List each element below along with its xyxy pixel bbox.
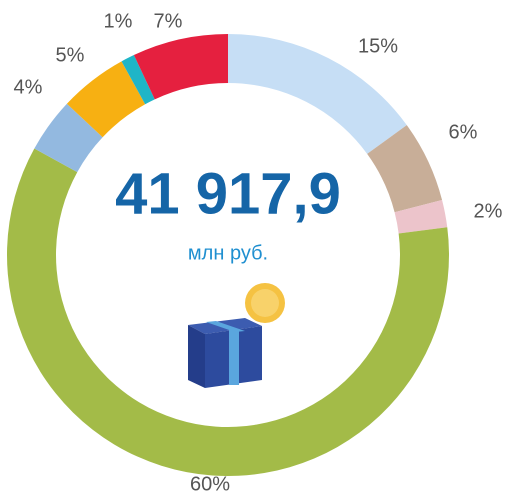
value-label: 60% [190,473,230,495]
gift-side [188,325,205,388]
value-label: 15% [358,35,398,57]
chart: 41 917,9 млн руб. 15% 6% 2% 60% 4% 5% 1% 7% [0,0,510,495]
value-label: 6% [449,121,478,143]
value-label: 2% [474,200,503,222]
value-label: 1% [104,10,133,32]
value-label: 4% [14,76,43,98]
value-label: 5% [56,44,85,66]
center-value: 41 917,9 [115,161,341,226]
gift-icon [188,283,285,388]
value-label: 7% [154,10,183,32]
coin-inner [251,289,279,317]
center-label: млн руб. [188,242,268,264]
ribbon [229,330,239,385]
